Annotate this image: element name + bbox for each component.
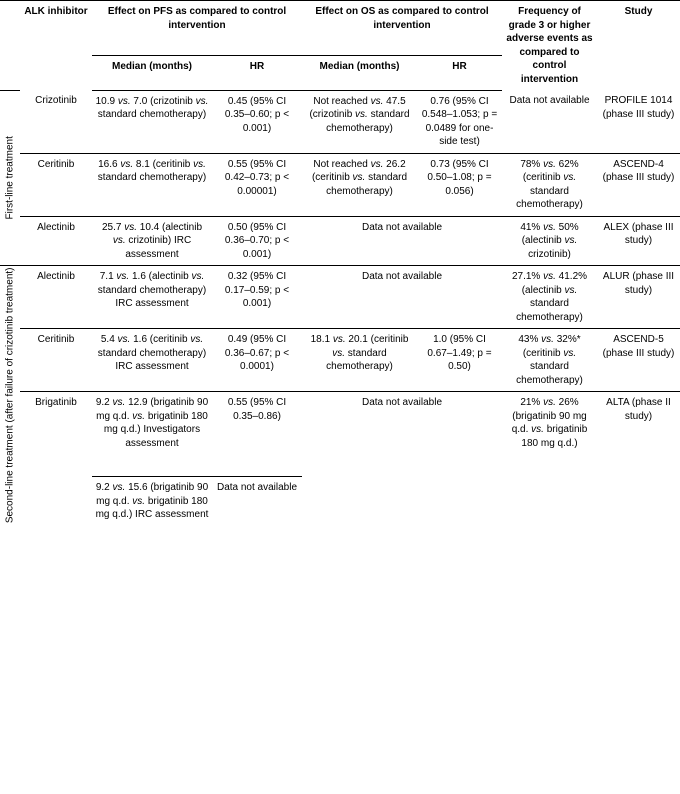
cell-freq: Data not available: [502, 90, 597, 153]
cell-os: Data not available: [302, 216, 502, 266]
cell-study: ALUR (phase III study): [597, 266, 680, 329]
cell-study: ASCEND-5 (phase III study): [597, 329, 680, 392]
header-freq: Frequency of grade 3 or higher adverse e…: [502, 1, 597, 91]
table-row: Ceritinib 16.6 vs. 8.1 (ceritinib vs. st…: [0, 153, 680, 216]
cell-freq: 43% vs. 32%* (ceritinib vs. standard che…: [502, 329, 597, 392]
header-pfs: Effect on PFS as compared to control int…: [92, 1, 302, 56]
table-row: First-line treatment Crizotinib 10.9 vs.…: [0, 90, 680, 153]
cell-os-median: Not reached vs. 26.2 (ceritinib vs. stan…: [302, 153, 417, 216]
cell-drug: Alectinib: [20, 216, 92, 266]
table-row: Ceritinib 5.4 vs. 1.6 (ceritinib vs. sta…: [0, 329, 680, 392]
cell-freq: 27.1% vs. 41.2% (alectinib vs. standard …: [502, 266, 597, 329]
cell-pfs-median: 9.2 vs. 12.9 (brigatinib 90 mg q.d. vs. …: [92, 392, 212, 477]
cell-pfs-hr: 0.55 (95% CI 0.42–0.73; p < 0.00001): [212, 153, 302, 216]
table-row: Second-line treatment (after failure of …: [0, 266, 680, 329]
cell-os-median: Not reached vs. 47.5 (crizotinib vs. sta…: [302, 90, 417, 153]
cell-pfs-hr: 0.49 (95% CI 0.36–0.67; p < 0.0001): [212, 329, 302, 392]
cell-os: Data not available: [302, 392, 502, 526]
table-row: Brigatinib 9.2 vs. 12.9 (brigatinib 90 m…: [0, 392, 680, 477]
cell-freq: 41% vs. 50% (alectinib vs. crizotinib): [502, 216, 597, 266]
table-row: Alectinib 25.7 vs. 10.4 (alectinib vs. c…: [0, 216, 680, 266]
cell-pfs-hr: 0.32 (95% CI 0.17–0.59; p < 0.001): [212, 266, 302, 329]
cell-pfs-median: 7.1 vs. 1.6 (alectinib vs. standard chem…: [92, 266, 212, 329]
cell-pfs-median: 5.4 vs. 1.6 (ceritinib vs. standard chem…: [92, 329, 212, 392]
cell-freq: 78% vs. 62% (ceritinib vs. standard chem…: [502, 153, 597, 216]
cell-pfs-median: 10.9 vs. 7.0 (crizotinib vs. standard ch…: [92, 90, 212, 153]
cell-os-hr: 1.0 (95% CI 0.67–1.49; p = 0.50): [417, 329, 502, 392]
cell-study: ALTA (phase II study): [597, 392, 680, 526]
cell-freq: 21% vs. 26% (brigatinib 90 mg q.d. vs. b…: [502, 392, 597, 526]
cell-study: ALEX (phase III study): [597, 216, 680, 266]
cell-pfs-hr: Data not available: [212, 477, 302, 526]
section-label-second-line: Second-line treatment (after failure of …: [0, 266, 20, 526]
cell-pfs-median: 9.2 vs. 15.6 (brigatinib 90 mg q.d. vs. …: [92, 477, 212, 526]
cell-os: Data not available: [302, 266, 502, 329]
cell-os-hr: 0.73 (95% CI 0.50–1.08; p = 0.056): [417, 153, 502, 216]
clinical-trials-table: ALK inhibitor Effect on PFS as compared …: [0, 0, 680, 526]
cell-pfs-median: 25.7 vs. 10.4 (alectinib vs. crizotinib)…: [92, 216, 212, 266]
cell-drug: Ceritinib: [20, 153, 92, 216]
cell-drug: Crizotinib: [20, 90, 92, 153]
cell-pfs-hr: 0.45 (95% CI 0.35–0.60; p < 0.001): [212, 90, 302, 153]
cell-pfs-median: 16.6 vs. 8.1 (ceritinib vs. standard che…: [92, 153, 212, 216]
header-pfs-median: Median (months): [92, 56, 212, 90]
header-os-hr: HR: [417, 56, 502, 90]
cell-pfs-hr: 0.55 (95% CI 0.35–0.86): [212, 392, 302, 477]
cell-drug: Brigatinib: [20, 392, 92, 526]
cell-os-median: 18.1 vs. 20.1 (ceritinib vs. standard ch…: [302, 329, 417, 392]
header-os-median: Median (months): [302, 56, 417, 90]
cell-study: ASCEND-4 (phase III study): [597, 153, 680, 216]
cell-study: PROFILE 1014 (phase III study): [597, 90, 680, 153]
cell-drug: Ceritinib: [20, 329, 92, 392]
header-study: Study: [597, 1, 680, 91]
header-alk: ALK inhibitor: [20, 1, 92, 91]
cell-drug: Alectinib: [20, 266, 92, 329]
section-label-first-line: First-line treatment: [0, 90, 20, 266]
cell-pfs-hr: 0.50 (95% CI 0.36–0.70; p < 0.001): [212, 216, 302, 266]
header-pfs-hr: HR: [212, 56, 302, 90]
cell-os-hr: 0.76 (95% CI 0.548–1.053; p = 0.0489 for…: [417, 90, 502, 153]
header-os: Effect on OS as compared to control inte…: [302, 1, 502, 56]
